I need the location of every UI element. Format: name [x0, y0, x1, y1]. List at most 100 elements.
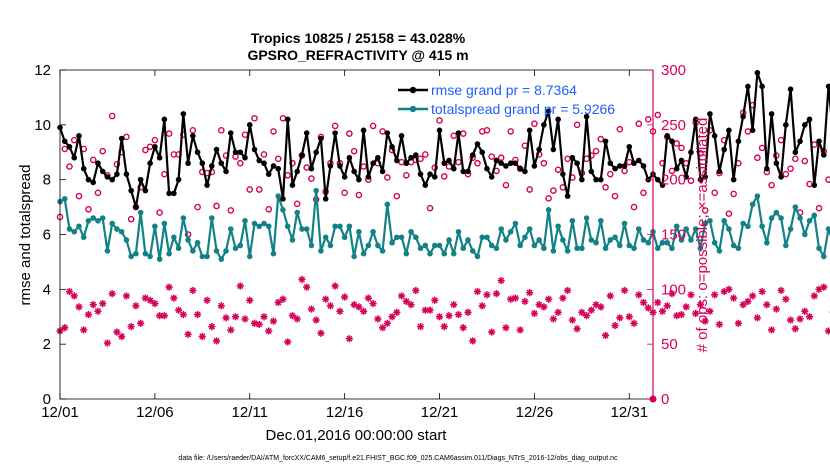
rmse-point: [379, 168, 386, 175]
assimilated-point: [345, 335, 353, 343]
possible-point: [782, 170, 790, 178]
totalspread-point: [759, 223, 765, 230]
assimilated-point: [692, 309, 700, 318]
rmse-point: [85, 176, 92, 183]
totalspread-point: [299, 226, 305, 232]
totalspread-point: [142, 250, 149, 257]
totalspread-point: [764, 239, 770, 246]
assimilated-point: [725, 285, 733, 293]
totalspread-point: [588, 237, 595, 243]
assimilated-point: [160, 312, 168, 320]
possible-point: [341, 189, 348, 197]
rmse-point: [123, 171, 130, 177]
totalspread-point: [199, 253, 206, 260]
assimilated-point: [426, 306, 434, 314]
totalspread-point: [526, 226, 533, 232]
assimilated-point: [625, 313, 633, 321]
rmse-point: [417, 171, 424, 177]
assimilated-point: [573, 325, 581, 333]
possible-point: [194, 203, 201, 211]
assimilated-point: [516, 326, 524, 334]
rmse-point: [232, 149, 239, 156]
totalspread-point: [71, 228, 78, 235]
assimilated-point: [492, 290, 501, 298]
possible-point: [436, 117, 443, 124]
possible-point: [355, 191, 363, 199]
totalspread-point: [185, 237, 191, 243]
assimilated-point: [777, 286, 785, 295]
possible-point: [654, 111, 662, 119]
rmse-point: [76, 133, 82, 139]
rmse-point: [626, 143, 633, 150]
totalspread-point: [446, 237, 452, 243]
assimilated-point: [663, 302, 671, 310]
right-tick-label: 0: [661, 391, 669, 408]
totalspread-point: [560, 237, 566, 243]
totalspread-point: [427, 250, 433, 257]
assimilated-point: [193, 310, 202, 319]
possible-point: [393, 192, 401, 200]
totalspread-point: [460, 245, 467, 252]
rmse-point: [190, 133, 196, 139]
rmse-point: [308, 165, 315, 172]
possible-point: [545, 195, 552, 202]
assimilated-point: [597, 303, 605, 311]
possible-point: [815, 204, 823, 212]
totalspread-point: [773, 209, 780, 216]
rmse-point: [218, 160, 225, 167]
rmse-point: [99, 168, 106, 175]
possible-point: [573, 121, 581, 129]
totalspread-point: [465, 237, 471, 243]
rmse-point: [194, 149, 201, 156]
rmse-point: [332, 130, 338, 136]
possible-point: [611, 192, 619, 200]
totalspread-point: [626, 242, 633, 249]
rmse-point: [61, 138, 68, 145]
rmse-point: [474, 141, 481, 147]
rmse-point: [764, 165, 770, 172]
rmse-point: [692, 116, 699, 123]
assimilated-point: [175, 306, 183, 314]
assimilated-point: [326, 302, 335, 310]
totalspread-point: [379, 248, 386, 254]
assimilated-point: [198, 332, 206, 341]
y-axis-ticks: 0 2 4 6 8 10 12: [34, 62, 66, 408]
x-tick-label: 12/06: [136, 404, 174, 421]
totalspread-point: [479, 234, 486, 241]
rmse-point: [71, 154, 78, 161]
totalspread-point: [209, 215, 215, 221]
rmse-point: [294, 168, 301, 175]
assimilated-point: [231, 313, 240, 321]
rmse-point: [209, 163, 215, 169]
totalspread-point: [85, 217, 92, 224]
rmse-point: [441, 160, 448, 167]
rmse-point: [621, 163, 628, 169]
possible-point: [450, 132, 458, 140]
rmse-point: [137, 176, 144, 183]
assimilated-point: [378, 324, 387, 332]
rmse-point: [688, 149, 694, 156]
assimilated-point: [265, 327, 273, 335]
totalspread-point: [635, 226, 642, 232]
y-tick-label: 2: [43, 336, 51, 353]
possible-point: [474, 159, 481, 167]
assimilated-point: [189, 286, 197, 295]
assimilated-point: [502, 324, 510, 332]
assimilated-point: [279, 295, 287, 303]
totalspread-point: [583, 215, 590, 221]
assimilated-point: [179, 310, 187, 319]
rmse-point: [635, 157, 642, 164]
rmse-point: [118, 135, 125, 142]
assimilated-point: [601, 331, 610, 339]
totalspread-point: [90, 215, 97, 221]
assimilated-point: [127, 323, 135, 331]
totalspread-point: [346, 223, 353, 230]
rmse-point: [631, 160, 637, 167]
y-tick-label: 8: [43, 172, 51, 189]
rmse-point: [545, 108, 552, 114]
assimilated-point: [530, 309, 538, 318]
assimilated-point: [227, 326, 235, 334]
totalspread-point: [341, 234, 348, 241]
assimilated-point: [782, 295, 790, 303]
totalspread-point: [469, 248, 476, 254]
